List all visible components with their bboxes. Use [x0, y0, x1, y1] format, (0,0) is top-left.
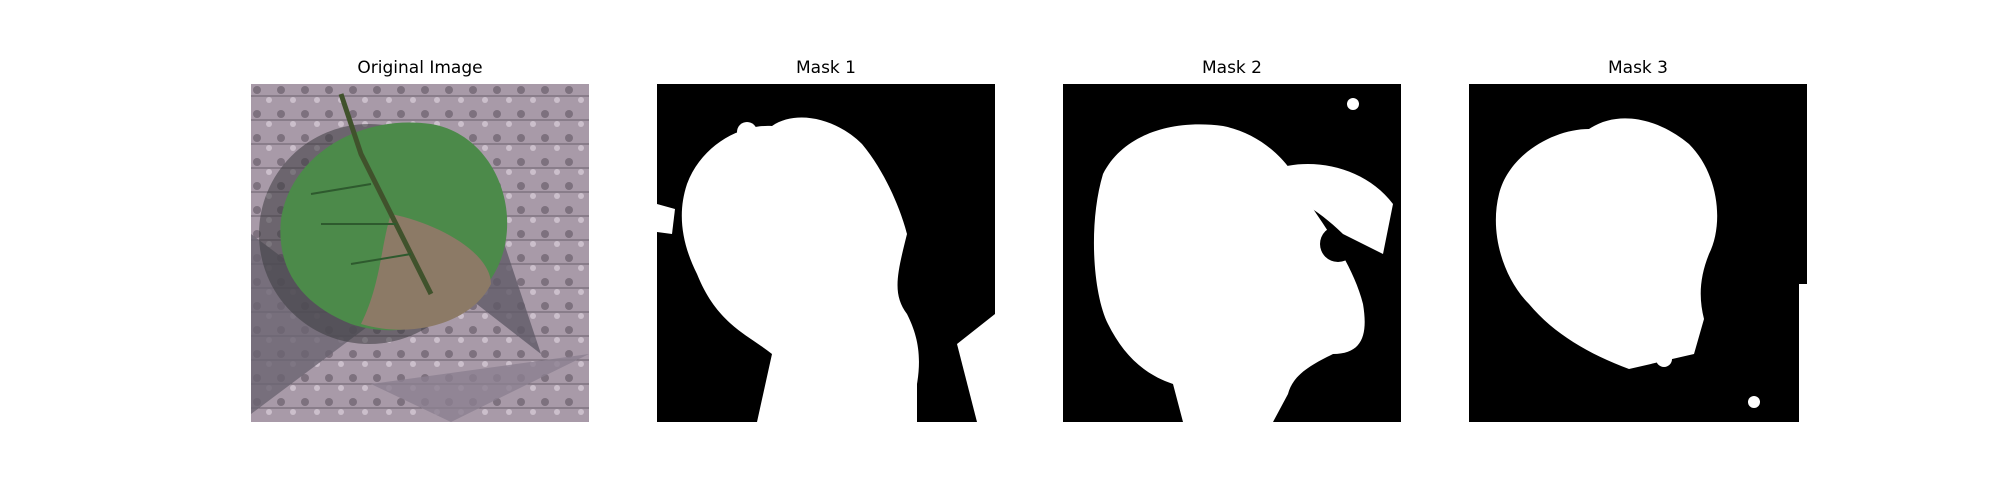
mask-3-image [1469, 84, 1807, 422]
mask-3-shape [1469, 84, 1807, 422]
mask-1-image [657, 84, 995, 422]
mask-2-title: Mask 2 [1201, 58, 1262, 78]
mask-2-shape [1063, 84, 1401, 422]
mask-3-title: Mask 3 [1607, 58, 1668, 78]
original-image [251, 84, 589, 422]
mask-1-shape [657, 84, 995, 422]
original-image-title: Original Image [357, 58, 483, 78]
mask-2-image [1063, 84, 1401, 422]
mask-1-title: Mask 1 [795, 58, 856, 78]
leaf-photo [251, 84, 589, 422]
